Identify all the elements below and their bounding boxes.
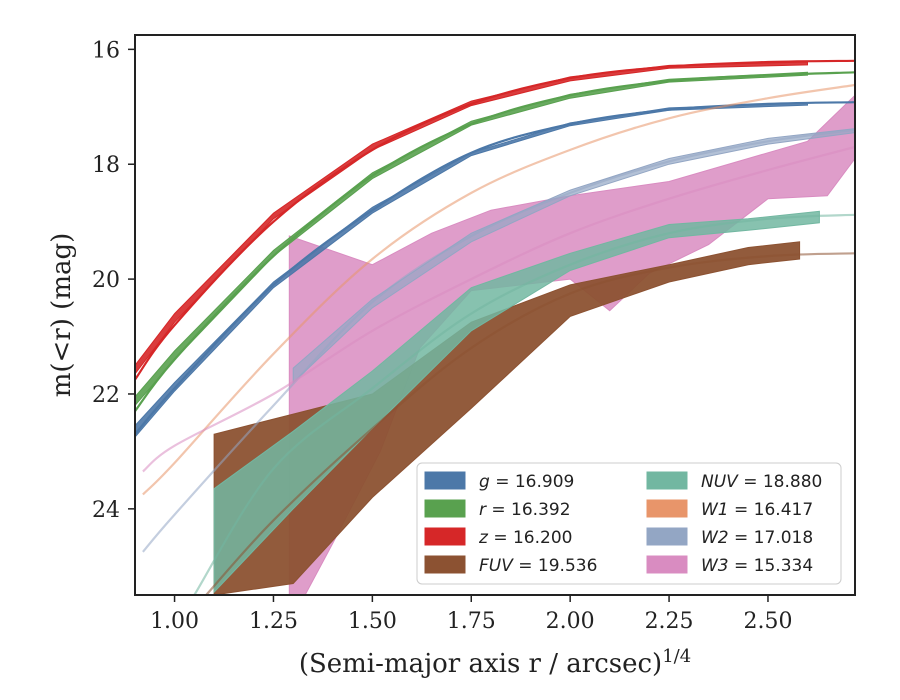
legend-label-z: z = 16.200 (478, 528, 572, 548)
y-tick-label: 24 (92, 498, 120, 523)
x-tick-label: 1.75 (447, 609, 496, 634)
legend-swatch-w3 (646, 555, 688, 574)
x-axis: 1.00 1.25 1.50 1.75 2.00 2.25 2.50 (150, 595, 792, 634)
x-tick-label: 1.25 (249, 609, 298, 634)
model-curve-fuv (205, 252, 855, 595)
legend-swatch-g (424, 471, 466, 490)
model-curve-w3 (142, 145, 855, 473)
y-tick-label: 22 (92, 383, 120, 408)
legend: g = 16.909 NUV = 18.880 r = 16.392 W1 = 16.… (416, 462, 842, 585)
y-tick-label: 20 (92, 268, 120, 293)
model-curve-r (135, 71, 855, 412)
x-tick-label: 2.00 (546, 609, 595, 634)
legend-label-w3: W3 = 15.334 (701, 556, 813, 576)
x-axis-label: (Semi-major axis r / arcsec)1/4 (299, 646, 691, 679)
legend-swatch-r (424, 499, 466, 518)
y-tick-label: 16 (92, 38, 120, 63)
legend-swatch-w2 (646, 527, 688, 546)
legend-swatch-fuv (424, 555, 466, 574)
model-curve-w2 (142, 128, 855, 553)
legend-swatch-w1 (646, 499, 688, 518)
legend-label-w1: W1 = 16.417 (701, 500, 813, 520)
legend-label-w2: W2 = 17.018 (701, 528, 813, 548)
model-curve-z (135, 59, 855, 381)
y-tick-label: 18 (92, 153, 120, 178)
plot-frame (134, 34, 856, 596)
x-tick-label: 1.00 (150, 609, 199, 634)
x-tick-label: 2.50 (743, 609, 792, 634)
legend-label-nuv: NUV = 18.880 (701, 472, 822, 492)
legend-label-r: r = 16.392 (479, 500, 571, 520)
x-tick-label: 1.50 (348, 609, 397, 634)
legend-box (416, 462, 842, 585)
model-curve-nuv (193, 213, 855, 595)
legend-label-fuv: FUV = 19.536 (479, 556, 597, 576)
legend-label-g: g = 16.909 (479, 472, 574, 492)
x-tick-label: 2.25 (645, 609, 694, 634)
y-axis: 16 18 20 22 24 (92, 38, 135, 523)
model-curve-w1 (142, 83, 855, 496)
model-curves (135, 59, 855, 595)
legend-swatch-nuv (646, 471, 688, 490)
legend-swatch-z (424, 527, 466, 546)
y-axis-label: m(<r) (mag) (47, 233, 77, 398)
